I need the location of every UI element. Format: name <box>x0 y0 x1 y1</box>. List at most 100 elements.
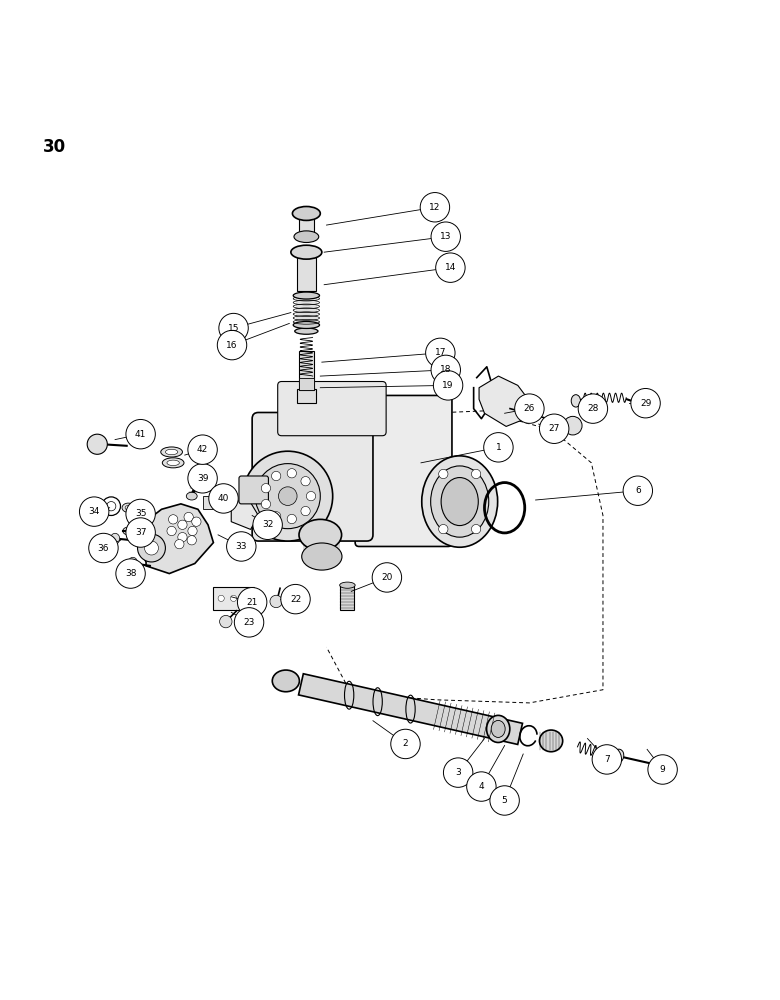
Text: 22: 22 <box>290 595 301 604</box>
Circle shape <box>563 416 582 435</box>
Text: 27: 27 <box>548 424 560 433</box>
FancyBboxPatch shape <box>278 382 386 436</box>
Text: 20: 20 <box>381 573 392 582</box>
Circle shape <box>178 520 187 529</box>
Ellipse shape <box>122 503 134 512</box>
Text: 4: 4 <box>479 782 484 791</box>
Circle shape <box>220 615 232 628</box>
Circle shape <box>484 433 513 462</box>
Bar <box>296 297 317 322</box>
Text: 21: 21 <box>246 598 258 607</box>
Text: 37: 37 <box>135 528 147 537</box>
Ellipse shape <box>165 449 178 455</box>
Circle shape <box>178 533 187 542</box>
Text: 5: 5 <box>502 796 508 805</box>
Circle shape <box>218 330 246 360</box>
Text: 3: 3 <box>456 768 461 777</box>
Circle shape <box>255 464 321 529</box>
Ellipse shape <box>128 557 137 568</box>
Ellipse shape <box>613 749 624 763</box>
Ellipse shape <box>125 505 131 510</box>
Text: 36: 36 <box>98 544 109 553</box>
Text: 15: 15 <box>228 324 239 333</box>
Circle shape <box>187 536 197 545</box>
Circle shape <box>515 394 544 423</box>
Ellipse shape <box>167 460 179 466</box>
Circle shape <box>188 526 197 536</box>
Circle shape <box>218 595 225 601</box>
Circle shape <box>167 526 176 536</box>
Circle shape <box>137 534 165 562</box>
Circle shape <box>466 772 496 801</box>
Ellipse shape <box>161 447 183 457</box>
Circle shape <box>126 499 155 529</box>
Circle shape <box>426 338 455 368</box>
Ellipse shape <box>299 519 342 550</box>
Circle shape <box>144 541 158 555</box>
Circle shape <box>307 491 316 501</box>
FancyBboxPatch shape <box>239 476 268 504</box>
Text: 32: 32 <box>262 520 273 529</box>
Ellipse shape <box>571 395 580 407</box>
Circle shape <box>444 758 473 787</box>
Circle shape <box>126 419 155 449</box>
Circle shape <box>278 487 297 505</box>
Ellipse shape <box>293 321 320 328</box>
Circle shape <box>168 515 178 524</box>
Ellipse shape <box>294 231 319 242</box>
Text: 40: 40 <box>218 494 229 503</box>
Text: 19: 19 <box>442 381 454 390</box>
Text: 39: 39 <box>197 474 208 483</box>
Circle shape <box>188 435 218 464</box>
Bar <box>297 389 317 403</box>
Circle shape <box>578 394 608 423</box>
Polygon shape <box>479 376 530 426</box>
Text: 14: 14 <box>445 263 456 272</box>
Circle shape <box>270 595 282 608</box>
Circle shape <box>234 608 264 637</box>
Ellipse shape <box>540 730 562 752</box>
Polygon shape <box>138 504 214 574</box>
Circle shape <box>281 584 310 614</box>
Circle shape <box>301 477 310 486</box>
Circle shape <box>434 371 463 400</box>
Ellipse shape <box>302 543 342 570</box>
Ellipse shape <box>487 715 510 742</box>
Circle shape <box>648 755 677 784</box>
Circle shape <box>175 539 184 549</box>
Bar <box>299 351 314 390</box>
Circle shape <box>87 434 108 454</box>
Bar <box>340 585 354 610</box>
Text: 6: 6 <box>635 486 640 495</box>
Circle shape <box>471 524 480 534</box>
Circle shape <box>116 559 145 588</box>
Circle shape <box>271 512 281 521</box>
Circle shape <box>192 517 201 526</box>
Text: 30: 30 <box>43 138 66 156</box>
Circle shape <box>431 222 460 251</box>
Ellipse shape <box>491 720 505 737</box>
Circle shape <box>253 510 282 539</box>
Text: 34: 34 <box>88 507 100 516</box>
Ellipse shape <box>441 478 478 526</box>
Circle shape <box>243 451 333 541</box>
Text: 16: 16 <box>226 341 238 350</box>
Ellipse shape <box>339 582 355 588</box>
Bar <box>214 587 254 610</box>
Circle shape <box>287 469 296 478</box>
Ellipse shape <box>111 533 119 544</box>
Circle shape <box>301 506 310 516</box>
Text: 18: 18 <box>440 365 452 374</box>
Circle shape <box>243 595 250 601</box>
Circle shape <box>420 193 449 222</box>
Bar <box>299 215 314 237</box>
Circle shape <box>438 524 448 534</box>
Text: 17: 17 <box>434 348 446 357</box>
Ellipse shape <box>644 402 654 416</box>
Circle shape <box>391 729 420 759</box>
Text: 38: 38 <box>125 569 136 578</box>
Circle shape <box>490 786 519 815</box>
Text: 2: 2 <box>402 739 408 748</box>
Circle shape <box>631 388 661 418</box>
Circle shape <box>184 512 193 522</box>
